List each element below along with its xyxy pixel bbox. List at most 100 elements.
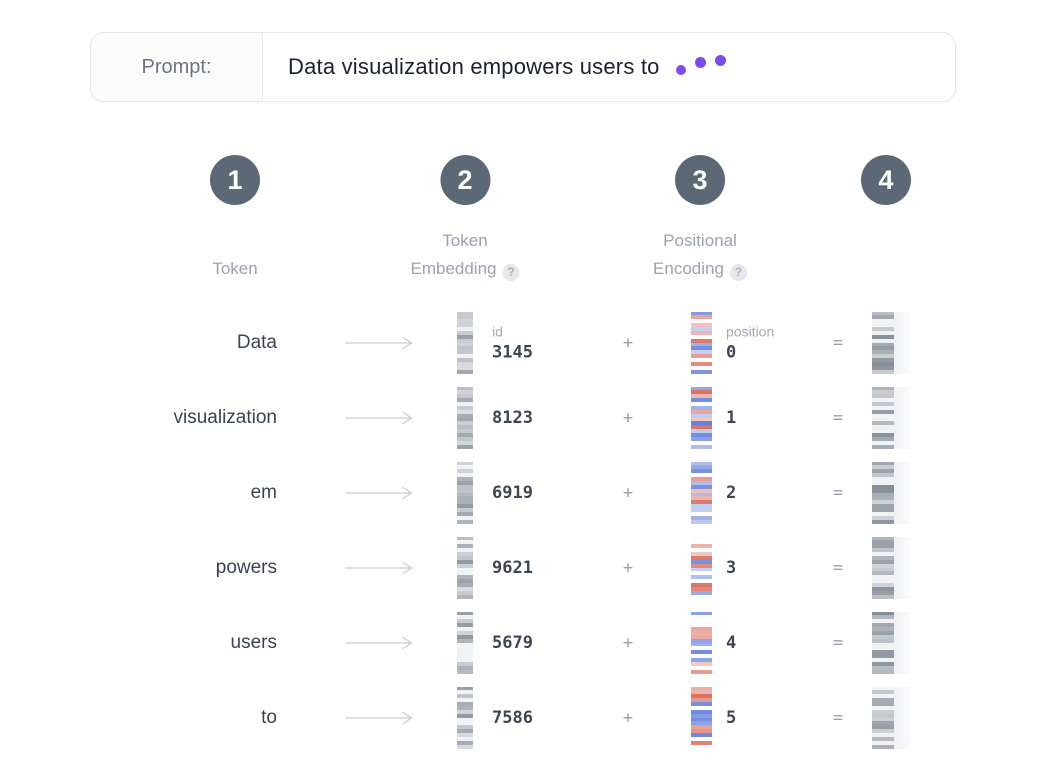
positional-encoding-vector: [691, 611, 712, 674]
token-embedding-vector: [457, 536, 473, 599]
position-value: 2: [726, 482, 737, 503]
token-embedding-vector: [457, 611, 473, 674]
positional-encoding-vector: [691, 311, 712, 374]
token-row: users 5679 + 4 =: [0, 605, 1048, 680]
sum-embedding-vector: [872, 461, 911, 524]
positional-encoding-vector: [691, 461, 712, 524]
prompt-input[interactable]: Data visualization empowers users to: [263, 33, 955, 101]
token-id: id 3145: [492, 323, 533, 362]
step-header-sum: 4: [861, 155, 911, 205]
embedding-fade: [894, 536, 911, 599]
token-position: 1: [726, 408, 736, 428]
equals-operator: =: [832, 557, 844, 578]
token-id-value: 5679: [492, 632, 533, 653]
positional-encoding-help-icon[interactable]: ?: [729, 263, 747, 281]
equals-operator: =: [832, 632, 844, 653]
token-position: 2: [726, 483, 736, 503]
token-embedding-vector: [457, 461, 473, 524]
step-1-label: Token: [212, 259, 258, 278]
step-1-badge: 1: [210, 155, 260, 205]
sum-embedding-vector: [872, 386, 911, 449]
token-position: 4: [726, 633, 736, 653]
step-header-token: 1 Token: [210, 155, 260, 283]
token-id-value: 3145: [492, 342, 533, 362]
flow-arrow-icon: [345, 486, 413, 499]
token-row: visualization 8123 + 1 =: [0, 380, 1048, 455]
position-value: 0: [726, 342, 737, 362]
token-row: powers 9621 + 3 =: [0, 530, 1048, 605]
equals-operator: =: [832, 332, 844, 353]
id-header: id: [492, 323, 503, 339]
sum-embedding-vector: [872, 311, 911, 374]
token-rows: Data id 3145 + position 0 = visualizatio: [0, 305, 1048, 755]
prompt-bar: Prompt: Data visualization empowers user…: [90, 32, 956, 102]
token-id: 5679: [492, 633, 533, 653]
step-header-token-embedding: 2 Token Embedding?: [410, 155, 520, 283]
token-row: em 6919 + 2 =: [0, 455, 1048, 530]
equals-operator: =: [832, 407, 844, 428]
token-text[interactable]: Data: [236, 331, 277, 353]
token-row: Data id 3145 + position 0 =: [0, 305, 1048, 380]
prompt-label-text: Prompt:: [141, 55, 212, 78]
position-value: 1: [726, 407, 737, 428]
position-value: 3: [726, 557, 737, 578]
token-embedding-vector: [457, 386, 473, 449]
token-row: to 7586 + 5 =: [0, 680, 1048, 755]
typing-dots-icon: [675, 54, 726, 75]
plus-operator: +: [622, 482, 634, 503]
token-id-value: 8123: [492, 407, 533, 428]
step-2-label: Token Embedding?: [410, 227, 520, 283]
token-id: 9621: [492, 558, 533, 578]
token-embedding-help-icon[interactable]: ?: [502, 263, 520, 281]
flow-arrow-icon: [345, 561, 413, 574]
step-header-positional-encoding: 3 Positional Encoding?: [653, 155, 747, 283]
plus-operator: +: [622, 332, 634, 353]
embedding-fade: [894, 686, 911, 749]
plus-operator: +: [622, 557, 634, 578]
token-text[interactable]: visualization: [173, 406, 278, 428]
prompt-label: Prompt:: [91, 33, 263, 101]
equals-operator: =: [832, 707, 844, 728]
flow-arrow-icon: [345, 336, 413, 349]
token-embedding-vector: [457, 686, 473, 749]
equals-operator: =: [832, 482, 844, 503]
token-position: position 0: [726, 323, 774, 362]
token-id: 6919: [492, 483, 533, 503]
position-header: position: [726, 323, 775, 339]
positional-encoding-vector: [691, 386, 712, 449]
prompt-text: Data visualization empowers users to: [288, 54, 660, 79]
token-id: 8123: [492, 408, 533, 428]
sum-embedding-vector: [872, 611, 911, 674]
embedding-fade: [894, 311, 911, 374]
sum-embedding-vector: [872, 536, 911, 599]
token-id-value: 6919: [492, 482, 533, 503]
plus-operator: +: [622, 707, 634, 728]
flow-arrow-icon: [345, 711, 413, 724]
flow-arrow-icon: [345, 636, 413, 649]
token-text[interactable]: em: [250, 481, 277, 503]
positional-encoding-vector: [691, 536, 712, 599]
position-value: 5: [726, 707, 737, 728]
position-value: 4: [726, 632, 737, 653]
embedding-fade: [894, 386, 911, 449]
step-2-badge: 2: [439, 155, 490, 205]
token-text[interactable]: users: [230, 631, 277, 653]
step-4-badge: 4: [861, 155, 911, 205]
token-id-value: 7586: [492, 707, 533, 728]
plus-operator: +: [622, 407, 634, 428]
flow-arrow-icon: [345, 411, 413, 424]
sum-embedding-vector: [872, 686, 911, 749]
token-text[interactable]: powers: [215, 556, 277, 578]
token-id: 7586: [492, 708, 533, 728]
plus-operator: +: [622, 632, 634, 653]
embedding-fade: [894, 461, 911, 524]
token-position: 5: [726, 708, 736, 728]
step-3-label: Positional Encoding?: [653, 227, 747, 283]
positional-encoding-vector: [691, 686, 712, 749]
token-id-value: 9621: [492, 557, 533, 578]
token-text[interactable]: to: [261, 706, 277, 728]
token-embedding-vector: [457, 311, 473, 374]
embedding-fade: [894, 611, 911, 674]
step-3-badge: 3: [674, 155, 725, 205]
